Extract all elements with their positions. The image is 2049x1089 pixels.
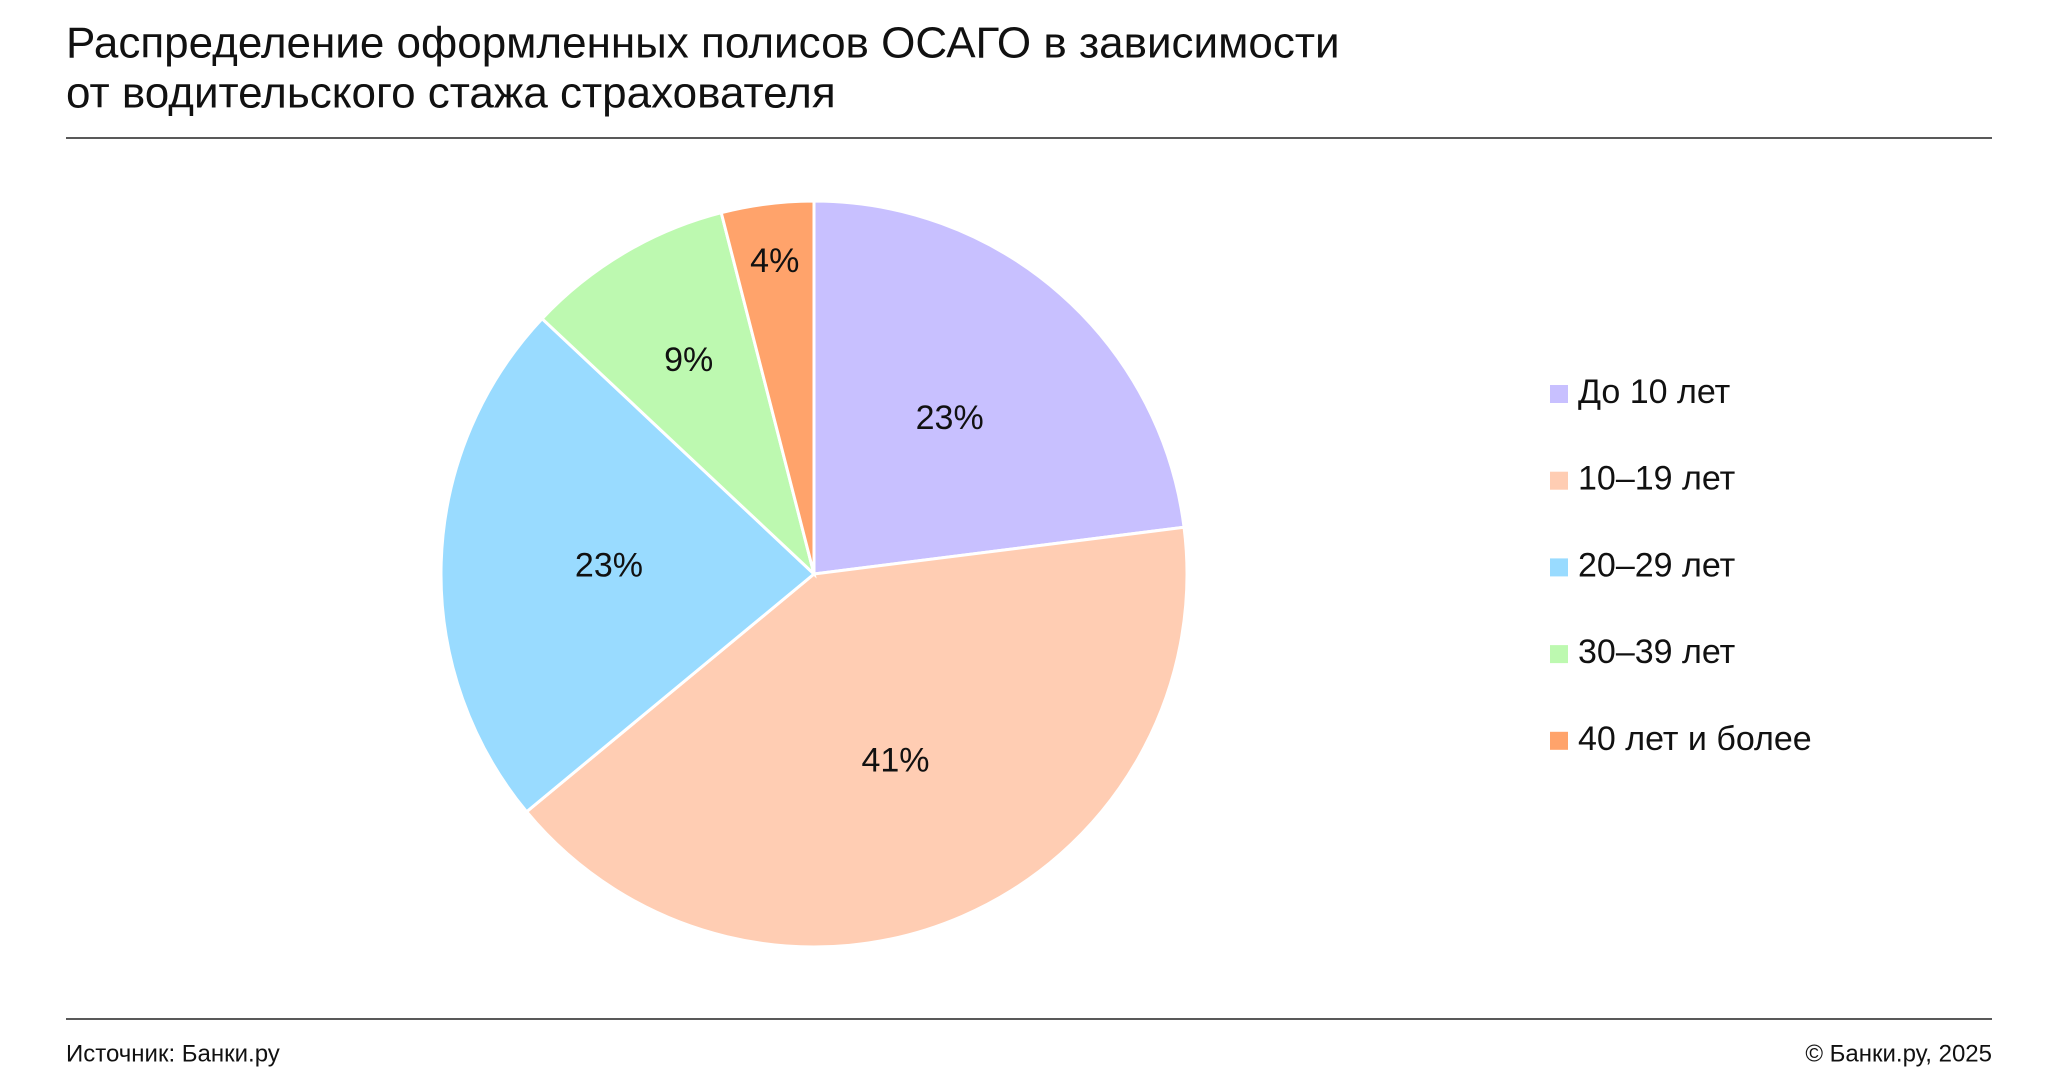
data-label: 23% xyxy=(575,547,643,585)
pie-slice xyxy=(812,199,1186,576)
data-label: 4% xyxy=(750,242,799,280)
pie-slice xyxy=(539,210,817,579)
pie-slice xyxy=(524,525,1189,949)
legend-label: 20–29 лет xyxy=(1578,546,1735,584)
pie-slice xyxy=(439,316,817,814)
legend-label: 40 лет и более xyxy=(1578,720,1812,758)
data-label: 23% xyxy=(916,399,984,437)
legend-swatch xyxy=(1550,385,1568,403)
source: Источник: Банки.ру xyxy=(66,1040,280,1067)
legend-swatch xyxy=(1550,471,1568,490)
pie-slice xyxy=(719,199,816,575)
chart-title: от водительского стажа страхователя xyxy=(66,69,836,118)
legend-swatch xyxy=(1550,645,1568,664)
legend-label: 30–39 лет xyxy=(1578,633,1735,671)
chart-title: Распределение оформленных полисов ОСАГО … xyxy=(66,19,1340,68)
data-label: 9% xyxy=(664,341,713,379)
copyright: © Банки.ру, 2025 xyxy=(1805,1040,1992,1067)
legend-label: До 10 лет xyxy=(1578,373,1730,411)
legend-swatch xyxy=(1550,558,1568,577)
data-label: 41% xyxy=(861,741,929,779)
legend-label: 10–19 лет xyxy=(1578,460,1735,498)
legend-swatch xyxy=(1550,731,1568,750)
